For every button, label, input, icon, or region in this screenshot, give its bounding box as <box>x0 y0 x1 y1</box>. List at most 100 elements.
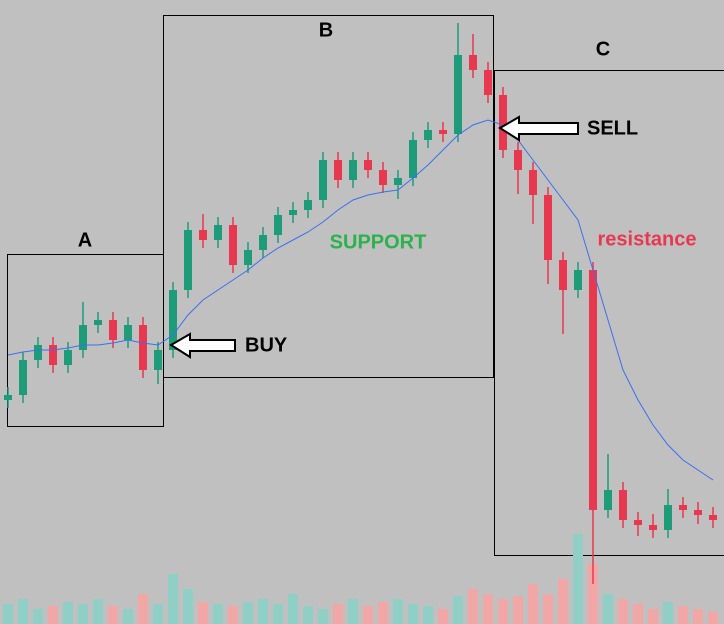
volume-bar <box>453 596 463 624</box>
candle-body <box>319 160 327 200</box>
volume-bar <box>93 599 103 624</box>
candle-body <box>709 515 717 520</box>
volume-bar <box>108 606 118 624</box>
zone-label: C <box>596 38 610 60</box>
sell-arrow <box>498 115 579 142</box>
volume-bar <box>543 594 553 624</box>
volume-bar <box>288 594 298 624</box>
candle-body <box>469 55 477 70</box>
volume-bar <box>618 599 628 624</box>
zone-label: A <box>78 229 92 251</box>
volume-bar <box>678 606 688 624</box>
candle-body <box>64 350 72 365</box>
plot <box>3 23 718 624</box>
volume-bar <box>318 609 328 624</box>
volume-bar <box>648 609 658 624</box>
candle-body <box>34 345 42 360</box>
volume-bar <box>393 599 403 624</box>
candle-body <box>439 130 447 134</box>
volume-bar <box>48 606 58 624</box>
candle-body <box>394 178 402 185</box>
volume-bar <box>153 604 163 624</box>
candle-body <box>304 200 312 210</box>
volume-bar <box>243 602 253 624</box>
volume-bar <box>303 606 313 624</box>
candle-body <box>649 525 657 530</box>
volume-bar <box>603 594 613 624</box>
volume-bar <box>588 564 598 624</box>
candle-body <box>199 230 207 240</box>
volume-bar <box>708 612 718 624</box>
zone-box <box>494 70 724 556</box>
candle-body <box>379 170 387 185</box>
volume-bar <box>183 589 193 624</box>
volume-bar <box>348 599 358 624</box>
candle-body <box>454 55 462 134</box>
volume-bar <box>273 604 283 624</box>
volume-bar <box>528 584 538 624</box>
volume-bar <box>333 604 343 624</box>
candle-body <box>559 260 567 290</box>
candle-body <box>424 130 432 140</box>
volume-bar <box>633 604 643 624</box>
candle-body <box>604 490 612 510</box>
zone-label: B <box>319 19 333 41</box>
candle-body <box>259 235 267 250</box>
volume-bar <box>573 534 583 624</box>
volume-bar <box>558 579 568 624</box>
candle-body <box>364 160 372 170</box>
volume-bar <box>438 609 448 624</box>
moving-average <box>7 119 714 481</box>
volume-bar <box>408 604 418 624</box>
volume-bar <box>213 604 223 624</box>
candle-body <box>484 70 492 95</box>
volume-bar <box>198 602 208 624</box>
candle-body <box>334 160 342 180</box>
candle-body <box>679 505 687 510</box>
volume-bar <box>18 599 28 624</box>
candle-body <box>409 140 417 178</box>
volume-bar <box>138 594 148 624</box>
volume-bar <box>693 609 703 624</box>
volume-bar <box>483 594 493 624</box>
volume-bar <box>513 596 523 624</box>
volume-bar <box>33 609 43 624</box>
candle-body <box>109 320 117 340</box>
candle-body <box>619 490 627 520</box>
zone-box <box>163 15 494 378</box>
volume-bar <box>258 599 268 624</box>
volume-bar <box>468 589 478 624</box>
candle-body <box>4 395 12 400</box>
candle-body <box>169 290 177 350</box>
candle-body <box>154 350 162 370</box>
volume-bar <box>378 602 388 624</box>
signal-label: SELL <box>587 117 638 139</box>
candle-body <box>214 225 222 240</box>
candle-body <box>94 320 102 325</box>
candle-body <box>274 215 282 235</box>
candle-body <box>49 345 57 365</box>
candle-body <box>529 170 537 195</box>
candle-body <box>499 95 507 150</box>
candle-body <box>79 325 87 350</box>
candle-body <box>229 225 237 265</box>
volume-bar <box>123 609 133 624</box>
candle-body <box>589 270 597 510</box>
volume-bar <box>63 602 73 624</box>
volume-bar <box>498 599 508 624</box>
support-label: SUPPORT <box>330 231 427 253</box>
volume-bar <box>228 606 238 624</box>
volume-bar <box>423 606 433 624</box>
candle-body <box>289 210 297 215</box>
candle-body <box>19 360 27 395</box>
volume-bar <box>3 604 13 624</box>
volume-bar <box>663 602 673 624</box>
candle-body <box>634 520 642 525</box>
candle-body <box>124 325 132 340</box>
candle-body <box>139 325 147 370</box>
candle-body <box>574 270 582 290</box>
candle-body <box>664 505 672 530</box>
candle-body <box>514 150 522 170</box>
signal-label: BUY <box>245 334 288 356</box>
